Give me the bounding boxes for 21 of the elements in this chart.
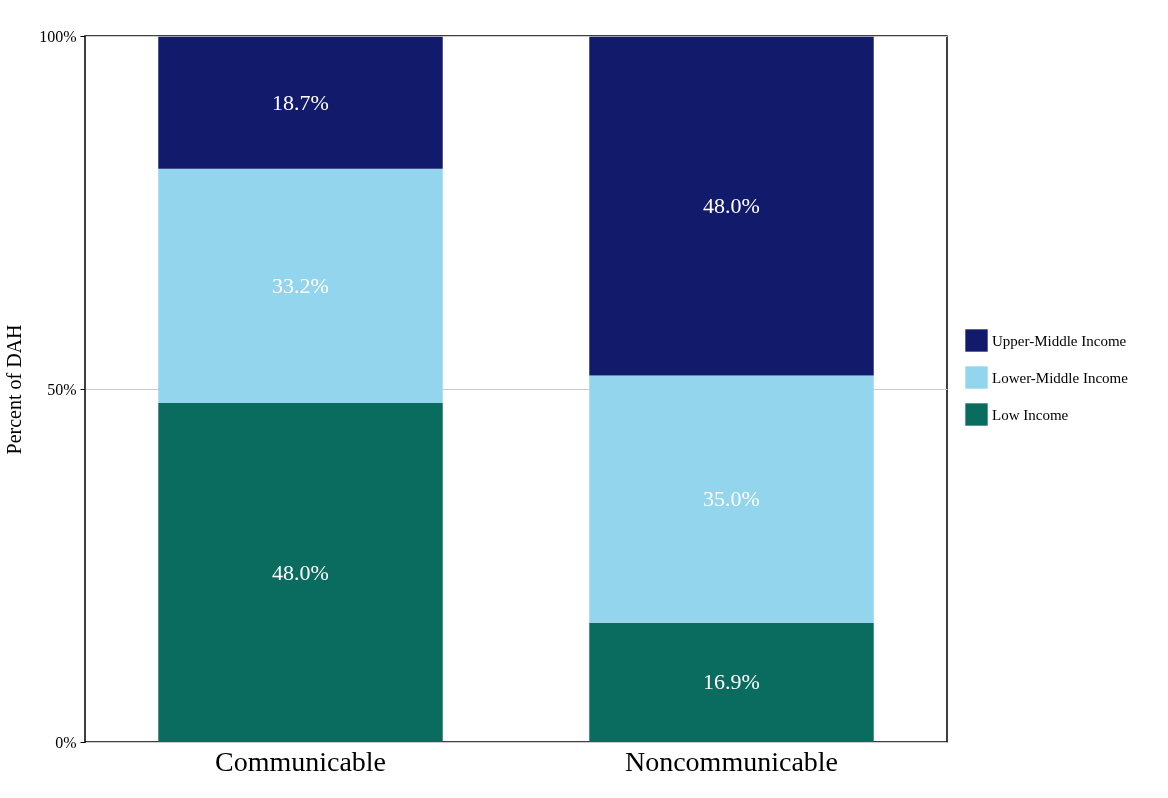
y-tick-label: 0% xyxy=(55,733,77,751)
data-label: 48.0% xyxy=(703,193,760,219)
x-tick-label: Noncommunicable xyxy=(624,745,839,777)
bar xyxy=(589,622,874,742)
data-label: 16.9% xyxy=(703,669,760,695)
legend-label: Lower-Middle Income xyxy=(992,369,1129,386)
y-tick-label: 50% xyxy=(47,380,77,398)
legend-label: Upper-Middle Income xyxy=(992,332,1127,349)
bar xyxy=(589,36,874,376)
bar xyxy=(589,375,874,623)
y-axis-title: Percent of DAH xyxy=(3,324,26,455)
data-label: 48.0% xyxy=(272,559,329,585)
x-tick-label: Communicable xyxy=(214,745,387,777)
y-tick-label: 100% xyxy=(39,27,77,45)
bar xyxy=(158,403,443,742)
bar xyxy=(158,168,443,404)
data-label: 18.7% xyxy=(272,89,329,115)
legend-label: Low Income xyxy=(992,406,1069,423)
data-label: 35.0% xyxy=(703,486,760,512)
data-label: 33.2% xyxy=(272,272,329,298)
bar xyxy=(158,36,443,169)
